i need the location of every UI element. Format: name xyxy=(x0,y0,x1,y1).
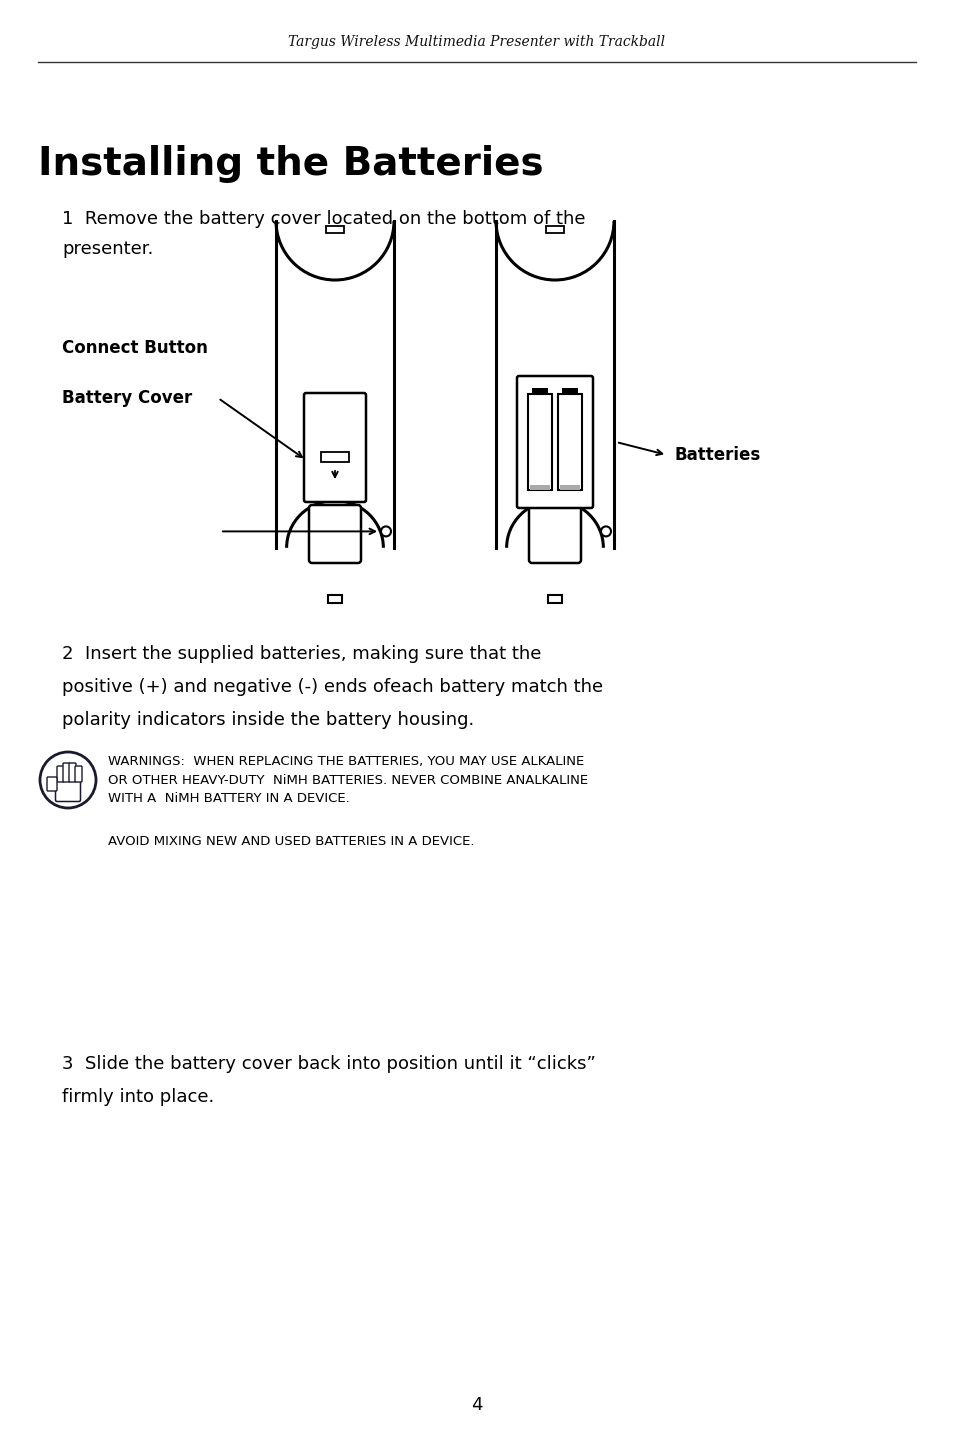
Bar xyxy=(558,394,581,489)
FancyBboxPatch shape xyxy=(517,376,593,508)
FancyBboxPatch shape xyxy=(63,763,70,781)
FancyBboxPatch shape xyxy=(75,766,82,781)
FancyBboxPatch shape xyxy=(69,763,76,781)
Bar xyxy=(561,388,578,394)
Text: Batteries: Batteries xyxy=(675,446,760,464)
Bar xyxy=(559,485,579,489)
Text: presenter.: presenter. xyxy=(62,240,153,258)
Circle shape xyxy=(380,527,391,537)
FancyBboxPatch shape xyxy=(55,780,80,801)
Bar xyxy=(320,452,349,462)
Text: AVOID MIXING NEW AND USED BATTERIES IN A DEVICE.: AVOID MIXING NEW AND USED BATTERIES IN A… xyxy=(108,836,474,849)
Circle shape xyxy=(600,527,610,537)
Bar xyxy=(530,485,550,489)
Text: Connect Button: Connect Button xyxy=(62,339,208,356)
Text: 4: 4 xyxy=(471,1397,482,1414)
Text: Battery Cover: Battery Cover xyxy=(62,389,193,406)
Text: polarity indicators inside the battery housing.: polarity indicators inside the battery h… xyxy=(62,711,474,728)
Text: firmly into place.: firmly into place. xyxy=(62,1088,214,1106)
FancyBboxPatch shape xyxy=(309,505,360,562)
Text: Targus Wireless Multimedia Presenter with Trackball: Targus Wireless Multimedia Presenter wit… xyxy=(288,34,665,49)
Text: 1  Remove the battery cover located on the bottom of the: 1 Remove the battery cover located on th… xyxy=(62,210,585,228)
Text: positive (+) and negative (-) ends ofeach battery match the: positive (+) and negative (-) ends ofeac… xyxy=(62,678,602,695)
FancyBboxPatch shape xyxy=(304,394,366,502)
Text: 2  Insert the supplied batteries, making sure that the: 2 Insert the supplied batteries, making … xyxy=(62,645,540,663)
Circle shape xyxy=(40,753,96,809)
Text: Installing the Batteries: Installing the Batteries xyxy=(38,145,543,183)
Bar xyxy=(547,595,561,602)
Text: 3  Slide the battery cover back into position until it “clicks”: 3 Slide the battery cover back into posi… xyxy=(62,1055,596,1073)
Bar xyxy=(532,388,547,394)
FancyBboxPatch shape xyxy=(57,766,64,781)
Bar xyxy=(328,595,341,602)
Bar xyxy=(326,226,344,233)
Bar xyxy=(545,226,563,233)
Text: WARNINGS:  WHEN REPLACING THE BATTERIES, YOU MAY USE ALKALINE
OR OTHER HEAVY-DUT: WARNINGS: WHEN REPLACING THE BATTERIES, … xyxy=(108,756,587,806)
Bar xyxy=(527,394,552,489)
FancyBboxPatch shape xyxy=(47,777,57,791)
FancyBboxPatch shape xyxy=(529,505,580,562)
